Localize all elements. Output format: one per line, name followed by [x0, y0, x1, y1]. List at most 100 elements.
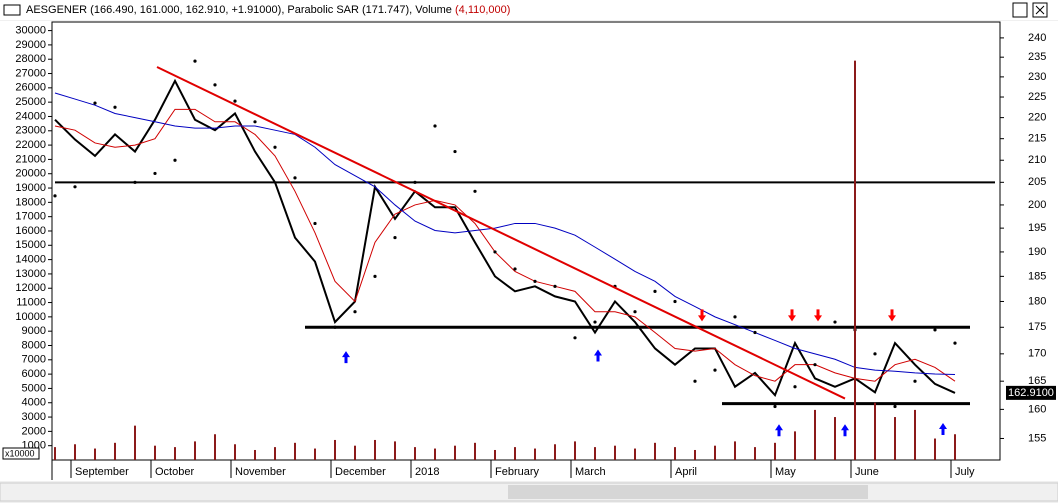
y2-tick-label: 13000	[15, 268, 46, 280]
restore-button[interactable]	[1012, 2, 1028, 18]
sar-dot	[73, 185, 77, 189]
volume-bar	[454, 445, 456, 460]
y2-tick-label: 26000	[15, 82, 46, 94]
volume-bar	[434, 448, 436, 460]
sar-dot	[673, 299, 677, 304]
y2-tick-label: 8000	[22, 339, 46, 351]
sar-dot	[273, 145, 277, 149]
signal-arrow	[939, 423, 947, 436]
volume-bar	[214, 434, 216, 460]
sar-dot	[353, 310, 357, 314]
y2-tick-label: 4000	[22, 397, 46, 409]
volume-bar	[834, 417, 836, 460]
x-tick-label: February	[495, 466, 540, 478]
y2-tick-label: 21000	[15, 153, 46, 165]
y2-tick-label: 30000	[15, 24, 46, 36]
volume-bar	[874, 402, 876, 460]
volume-bar	[134, 425, 136, 460]
sar-dot	[513, 267, 517, 271]
sar-dot	[133, 180, 137, 184]
title-volume: (4,110,000)	[455, 4, 510, 16]
volume-bar	[534, 448, 536, 460]
trend-line	[156, 66, 846, 400]
sar-dot	[933, 328, 937, 332]
price-line	[54, 108, 956, 382]
y-tick-label: 195	[1028, 222, 1046, 234]
volume-bar	[294, 442, 296, 460]
sar-dot	[433, 124, 437, 128]
volume-bar	[554, 444, 556, 460]
sar-dot	[493, 250, 497, 254]
signal-arrow	[342, 351, 350, 364]
volume-bar	[754, 447, 756, 460]
volume-bar	[734, 441, 736, 460]
y2-tick-label: 28000	[15, 53, 46, 65]
chart-layer: 155 160 165 170 175 180 185 190 195 200 205 210 215 2…	[2, 24, 1056, 478]
volume-bar	[54, 447, 56, 460]
y2-tick-label: 23000	[15, 125, 46, 137]
volume-bar	[74, 444, 76, 460]
volume-bar	[414, 447, 416, 460]
volume-bar	[94, 448, 96, 460]
y2-unit: x10000	[5, 448, 35, 458]
y2-tick-label: 22000	[15, 139, 46, 151]
volume-bar	[934, 438, 936, 460]
y-tick-label: 175	[1028, 321, 1046, 333]
x-tick-label: December	[335, 466, 386, 478]
y-tick-label: 225	[1028, 91, 1046, 103]
x-tick-label: September	[75, 466, 129, 478]
volume-bar	[794, 431, 796, 460]
sar-dot	[773, 404, 777, 409]
y2-tick-label: 11000	[16, 296, 46, 308]
volume-bar	[594, 447, 596, 460]
volume-bar	[114, 442, 116, 460]
y-tick-label: 190	[1028, 246, 1046, 258]
volume-bar	[854, 60, 856, 460]
sar-dot	[793, 385, 797, 389]
sar-dot	[893, 404, 897, 409]
sar-dot	[93, 101, 97, 105]
y-tick-label: 240	[1028, 32, 1046, 44]
y2-tick-label: 18000	[15, 196, 46, 208]
sar-dot	[313, 221, 317, 226]
volume-bar	[394, 441, 396, 460]
y2-tick-label: 15000	[15, 239, 46, 251]
sar-dot	[173, 158, 177, 162]
volume-bar	[314, 448, 316, 460]
sar-dot	[593, 320, 597, 324]
volume-bar	[374, 439, 376, 460]
title-main: AESGENER (166.490, 161.000, 162.910, +1.…	[26, 4, 452, 16]
y2-tick-label: 20000	[15, 168, 46, 180]
volume-bar	[334, 439, 336, 460]
scroll-thumb[interactable]	[508, 485, 868, 499]
volume-bar	[694, 449, 696, 460]
sar-dot	[113, 105, 117, 109]
signal-arrow	[814, 309, 822, 322]
sar-dot	[193, 59, 197, 63]
signal-arrow	[888, 309, 896, 322]
sar-dot	[953, 341, 957, 345]
sar-dot	[373, 274, 377, 278]
close-icon	[1035, 5, 1045, 15]
volume-bar	[894, 417, 896, 460]
sar-dot	[253, 120, 257, 124]
volume-bar	[914, 409, 916, 460]
sar-dot	[333, 325, 337, 329]
sar-dot	[453, 149, 457, 154]
y-tick-label: 210	[1028, 154, 1046, 166]
signal-arrow	[698, 309, 706, 322]
plot-bg	[0, 21, 1058, 481]
y-tick-label: 235	[1028, 51, 1046, 63]
y2-tick-label: 19000	[15, 182, 46, 194]
sar-dot	[713, 368, 717, 372]
y-tick-label: 160	[1028, 403, 1046, 415]
volume-bar	[154, 445, 156, 460]
sar-dot	[653, 289, 657, 293]
y2-tick-label: 6000	[22, 368, 46, 380]
plot-content	[53, 59, 995, 460]
sar-dot	[213, 83, 217, 87]
volume-bar	[774, 442, 776, 460]
volume-bar	[634, 448, 636, 460]
volume-bar	[494, 449, 496, 460]
volume-bar	[174, 447, 176, 460]
